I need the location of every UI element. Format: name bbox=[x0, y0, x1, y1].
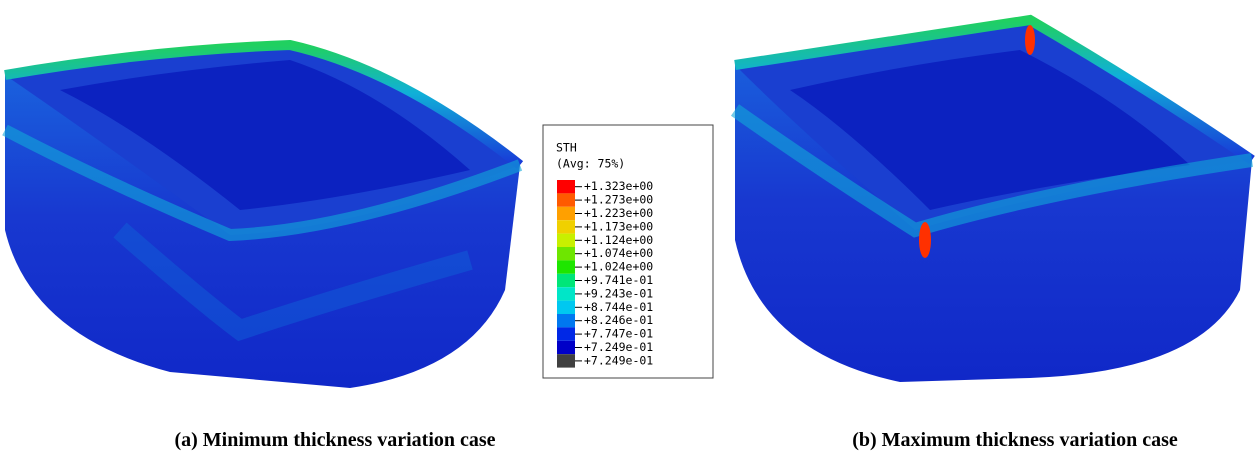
legend-label: +9.243e-01 bbox=[584, 286, 653, 300]
legend-label: +1.024e+00 bbox=[584, 260, 653, 274]
legend: STH (Avg: 75%) +1.323e+00+1.273e+00+1.22… bbox=[542, 124, 714, 379]
legend-swatch bbox=[557, 193, 575, 207]
left-model bbox=[2, 39, 524, 388]
legend-label: +9.741e-01 bbox=[584, 273, 653, 287]
legend-swatch bbox=[557, 314, 575, 328]
legend-title: STH bbox=[556, 141, 577, 155]
legend-label: +7.747e-01 bbox=[584, 327, 653, 341]
legend-swatch bbox=[557, 273, 575, 288]
legend-label: +1.223e+00 bbox=[584, 206, 653, 220]
legend-label: +1.173e+00 bbox=[584, 219, 653, 233]
legend-subtitle: (Avg: 75%) bbox=[556, 157, 625, 171]
legend-swatch bbox=[557, 287, 575, 301]
caption: (a) Minimum thickness variation case bbox=[174, 429, 495, 451]
legend-label: +1.074e+00 bbox=[584, 246, 653, 260]
legend-swatch bbox=[557, 233, 575, 247]
legend-swatch bbox=[557, 300, 575, 314]
legend-label: +8.744e-01 bbox=[584, 300, 653, 314]
caption: (b) Maximum thickness variation case bbox=[852, 429, 1178, 451]
legend-swatch bbox=[557, 220, 575, 234]
legend-label: +8.246e-01 bbox=[584, 313, 653, 327]
legend-swatch bbox=[557, 327, 575, 341]
legend-label: +1.273e+00 bbox=[584, 193, 653, 207]
legend-label: +7.249e-01 bbox=[584, 353, 653, 367]
right-model bbox=[730, 14, 1255, 382]
legend-swatch bbox=[557, 247, 575, 261]
legend-label: +1.323e+00 bbox=[584, 179, 653, 193]
legend-swatch bbox=[557, 354, 575, 368]
legend-label: +7.249e-01 bbox=[584, 340, 653, 354]
legend-swatch bbox=[557, 340, 575, 355]
legend-swatch bbox=[557, 206, 575, 221]
legend-label: +1.124e+00 bbox=[584, 233, 653, 247]
legend-swatch bbox=[557, 180, 575, 194]
legend-swatch bbox=[557, 260, 575, 274]
